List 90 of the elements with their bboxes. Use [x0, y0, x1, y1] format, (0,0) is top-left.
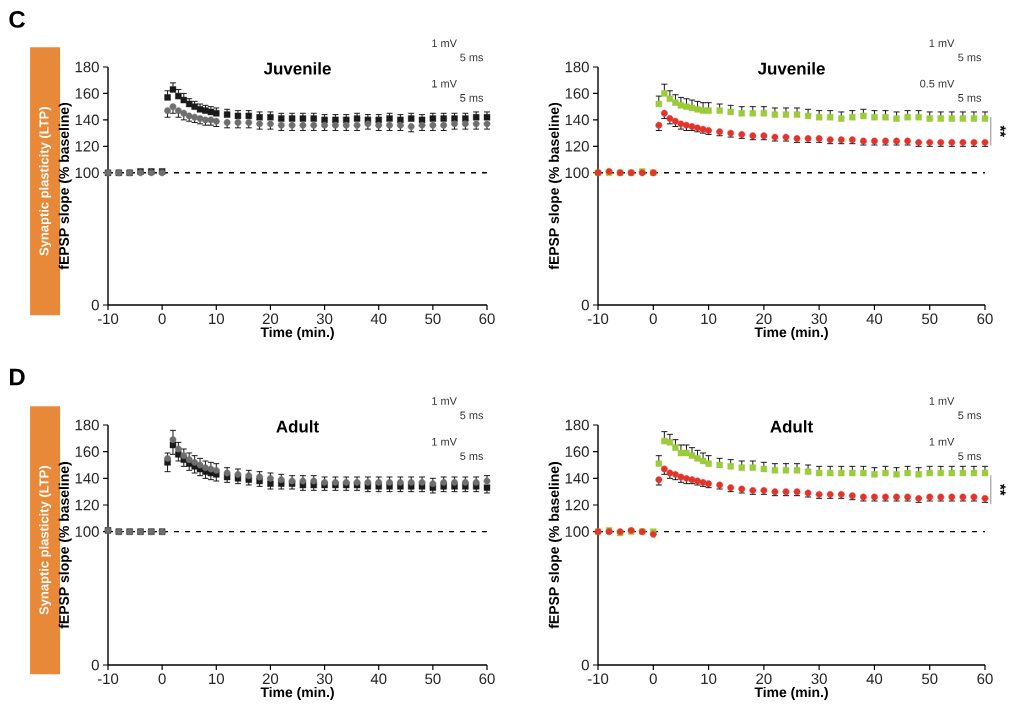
- y-tick-label: 0: [581, 659, 589, 671]
- x-tick-label: 20: [262, 673, 279, 685]
- y-tick-label: 0: [91, 659, 99, 671]
- x-tick-label: 10: [701, 313, 717, 325]
- text: 1 mV: [432, 39, 457, 47]
- x-tick-label: -10: [97, 673, 119, 685]
- x-tick-label: 0: [649, 673, 657, 685]
- x-tick-label: 40: [866, 673, 883, 685]
- x-tick-label: 50: [425, 673, 441, 685]
- annotation: 5 ms: [958, 452, 982, 461]
- y-tick-label: 160: [75, 88, 99, 99]
- x-tick-label: 20: [262, 313, 279, 325]
- x-tick-label: -10: [587, 673, 609, 685]
- y-tick-label: 140: [75, 473, 99, 484]
- x-tick-label: 10: [701, 673, 717, 685]
- x-tick-label: 60: [977, 673, 993, 685]
- x-tick-label: 30: [811, 313, 827, 325]
- x-tick-label: 0: [649, 313, 657, 325]
- y-tick-label: 0: [91, 299, 99, 311]
- text: C: [9, 10, 26, 28]
- x-axis-title: Time (min.): [754, 326, 828, 340]
- y-tick-label: 180: [565, 419, 589, 431]
- x-tick-label: 10: [209, 673, 224, 685]
- text: Synaptic plasticity (LTP): [39, 466, 52, 615]
- x-tick-label: 30: [316, 313, 333, 325]
- x-axis-title: Time (min.): [754, 686, 828, 700]
- x-tick-label: 60: [479, 313, 495, 325]
- y-tick-label: 160: [565, 446, 589, 457]
- y-tick-label: 140: [565, 473, 589, 484]
- annotation: 1 mV: [432, 438, 457, 446]
- y-axis-title: fEPSP slope (% baseline): [548, 102, 562, 270]
- y-axis-title: fEPSP slope (% baseline): [58, 102, 72, 270]
- y-tick-label: 120: [565, 141, 589, 152]
- x-tick-label: 40: [866, 313, 883, 325]
- annotation: 5 ms: [460, 452, 484, 461]
- y-tick-label: 120: [565, 499, 589, 511]
- text: 5 ms: [460, 411, 484, 420]
- y-tick-label: 100: [565, 167, 589, 179]
- x-tick-label: 0: [158, 673, 166, 685]
- y-tick-label: 180: [565, 61, 589, 73]
- x-tick-label: 40: [370, 313, 387, 325]
- x-axis-title: Time (min.): [260, 686, 334, 700]
- x-tick-label: 50: [922, 313, 938, 325]
- annotation: 5 ms: [958, 94, 982, 102]
- chart-title: Juvenile: [263, 62, 331, 75]
- x-tick-label: 50: [425, 313, 441, 325]
- chart-title: Adult: [770, 420, 813, 433]
- y-axis-title: fEPSP slope (% baseline): [548, 461, 562, 629]
- text: **: [1000, 125, 1006, 138]
- annotation: 1 mV: [929, 438, 955, 446]
- annotation: 1 mV: [432, 79, 457, 88]
- x-tick-label: 20: [756, 673, 772, 685]
- y-tick-label: 0: [581, 299, 589, 311]
- annotation: 5 ms: [460, 94, 484, 102]
- text: 5 ms: [958, 53, 982, 62]
- chart-title: Adult: [276, 420, 319, 433]
- x-tick-label: 60: [977, 313, 993, 325]
- x-tick-label: 50: [922, 673, 938, 685]
- y-tick-label: 160: [75, 446, 99, 457]
- text: Synaptic plasticity (LTP): [39, 107, 52, 256]
- x-axis-title: Time (min.): [260, 326, 334, 340]
- text: **: [1000, 484, 1006, 496]
- y-tick-label: 140: [75, 114, 99, 126]
- text: 1 mV: [432, 397, 457, 405]
- y-tick-label: 120: [75, 141, 99, 152]
- annotation: 0.5 mV: [920, 79, 955, 88]
- x-tick-label: -10: [587, 313, 609, 325]
- x-tick-label: 30: [811, 673, 827, 685]
- x-tick-label: -10: [97, 313, 119, 325]
- y-tick-label: 180: [75, 61, 99, 73]
- x-tick-label: 40: [370, 673, 387, 685]
- x-tick-label: 30: [316, 673, 333, 685]
- x-tick-label: 20: [756, 313, 772, 325]
- y-tick-label: 120: [75, 499, 99, 511]
- x-tick-label: 0: [158, 313, 166, 325]
- y-tick-label: 100: [565, 526, 589, 537]
- text: D: [10, 368, 25, 386]
- text: 1 mV: [929, 397, 955, 405]
- y-tick-label: 140: [565, 114, 589, 126]
- y-tick-label: 180: [75, 419, 99, 431]
- y-tick-label: 160: [565, 88, 589, 99]
- text: 1 mV: [929, 39, 955, 47]
- text: 5 ms: [460, 53, 484, 62]
- y-tick-label: 100: [75, 526, 99, 537]
- chart-title: Juvenile: [757, 62, 825, 75]
- x-tick-label: 10: [209, 313, 224, 325]
- text: 5 ms: [958, 411, 982, 420]
- y-axis-title: fEPSP slope (% baseline): [58, 461, 72, 629]
- y-tick-label: 100: [75, 167, 99, 179]
- x-tick-label: 60: [479, 673, 495, 685]
